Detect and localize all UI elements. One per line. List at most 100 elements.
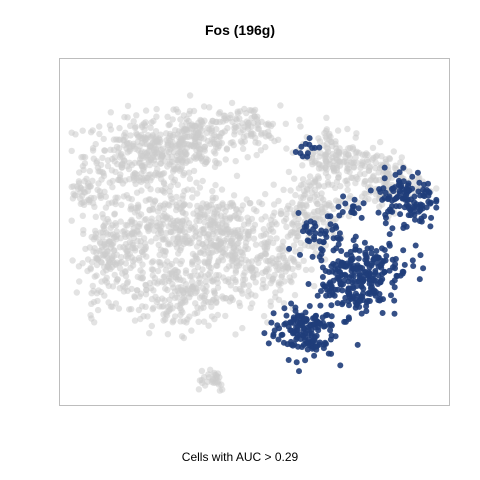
cell-point-850: [177, 225, 184, 232]
cell-point-1507: [171, 288, 179, 295]
cell-point-589: [250, 119, 257, 127]
auc-cell-point-406: [417, 252, 424, 259]
cell-point-254: [130, 118, 137, 125]
cell-point-1888: [353, 130, 360, 137]
cell-point-2115: [378, 153, 385, 160]
cell-point-1416: [200, 318, 208, 325]
cell-point-1366: [149, 258, 157, 265]
cell-point-1603: [280, 238, 287, 245]
auc-cell-point-393: [379, 271, 386, 278]
cell-point-2001: [291, 229, 298, 237]
cell-point-1545: [240, 281, 247, 289]
cell-point-2167: [371, 197, 379, 205]
auc-cell-point-340: [352, 246, 359, 253]
cell-point-299: [174, 181, 181, 188]
auc-cell-point-104: [306, 303, 313, 309]
auc-cell-point-395: [332, 286, 339, 293]
cell-point-1065: [203, 204, 210, 211]
cell-point-1996: [300, 194, 307, 202]
cell-point-1587: [300, 257, 307, 264]
cell-point-1485: [205, 263, 213, 270]
cell-point-1266: [112, 260, 119, 268]
cell-point-1262: [128, 216, 135, 224]
cell-point-2016: [292, 191, 299, 199]
cell-point-791: [109, 183, 116, 191]
cell-point-801: [161, 252, 168, 259]
cell-point-101: [147, 124, 154, 131]
auc-cell-point-276: [364, 297, 371, 304]
auc-cell-point-251: [323, 292, 330, 299]
auc-cell-point-71: [320, 319, 326, 326]
auc-cell-point-199: [352, 290, 359, 297]
auc-cell-point-136: [290, 319, 297, 326]
cell-point-491: [188, 126, 195, 133]
cell-point-1654: [281, 278, 288, 285]
cell-point-1041: [208, 240, 215, 247]
cell-point-1722: [212, 372, 220, 379]
auc-cell-point-500: [405, 205, 412, 212]
cell-point-1419: [75, 263, 83, 270]
auc-cell-point-493: [382, 189, 389, 196]
cell-point-1651: [262, 251, 270, 258]
cell-point-1440: [172, 257, 180, 264]
cell-point-497: [164, 163, 171, 170]
cell-point-443: [153, 149, 161, 156]
cell-point-132: [147, 186, 154, 193]
cell-point-482: [153, 138, 160, 145]
cell-point-1077: [140, 235, 148, 242]
cell-point-1728: [195, 386, 203, 393]
cell-point-2090: [365, 195, 372, 203]
auc-cell-point-594: [336, 212, 343, 219]
cell-point-1727: [209, 377, 217, 384]
cell-point-496: [181, 150, 189, 157]
auc-cell-point-103: [281, 321, 288, 328]
cell-point-1471: [174, 302, 181, 310]
cell-point-1613: [267, 257, 274, 264]
cell-point-2009: [296, 201, 304, 209]
cell-point-854: [134, 201, 142, 208]
auc-cell-point-477: [393, 203, 400, 210]
highlighted-cell-points: [261, 135, 440, 375]
cell-point-833: [173, 202, 180, 209]
cell-point-1678: [96, 192, 104, 199]
cell-point-1494: [232, 276, 239, 284]
cell-point-1030: [193, 243, 201, 250]
cell-point-1614: [256, 199, 263, 206]
cell-point-765: [138, 187, 145, 194]
cell-point-781: [179, 192, 187, 199]
cell-point-1612: [273, 256, 280, 263]
cell-point-1698: [77, 195, 84, 202]
cell-point-1064: [194, 207, 201, 214]
cell-point-869: [174, 235, 181, 242]
cell-point-1514: [162, 285, 169, 292]
cell-point-1976: [292, 248, 299, 255]
cell-point-163: [109, 177, 116, 185]
cell-point-1639: [239, 290, 246, 297]
cell-point-1398: [211, 289, 218, 296]
auc-cell-point-137: [297, 331, 303, 338]
auc-cell-point-591: [350, 203, 357, 210]
auc-cell-point-515: [401, 193, 408, 200]
cell-point-591: [208, 125, 215, 132]
cell-point-1479: [91, 319, 98, 326]
auc-cell-point-306: [345, 278, 352, 285]
auc-cell-point-391: [348, 267, 355, 274]
cell-point-488: [159, 145, 167, 152]
cell-point-1261: [107, 224, 115, 231]
auc-cell-point-569: [312, 223, 319, 230]
cell-point-341: [137, 159, 144, 166]
cell-point-1819: [334, 127, 342, 134]
cell-point-1324: [139, 269, 146, 276]
cell-point-2013: [294, 220, 301, 227]
cell-point-1517: [199, 247, 207, 254]
auc-cell-point-301: [420, 265, 427, 272]
auc-cell-point-474: [433, 198, 440, 205]
cell-point-1846: [317, 149, 324, 157]
cell-point-503: [183, 115, 190, 123]
cell-point-351: [126, 146, 134, 153]
cell-point-952: [247, 200, 254, 207]
cell-point-1451: [133, 287, 141, 294]
cell-point-484: [219, 118, 227, 125]
cell-point-802: [158, 187, 165, 194]
cell-point-1673: [86, 167, 94, 175]
